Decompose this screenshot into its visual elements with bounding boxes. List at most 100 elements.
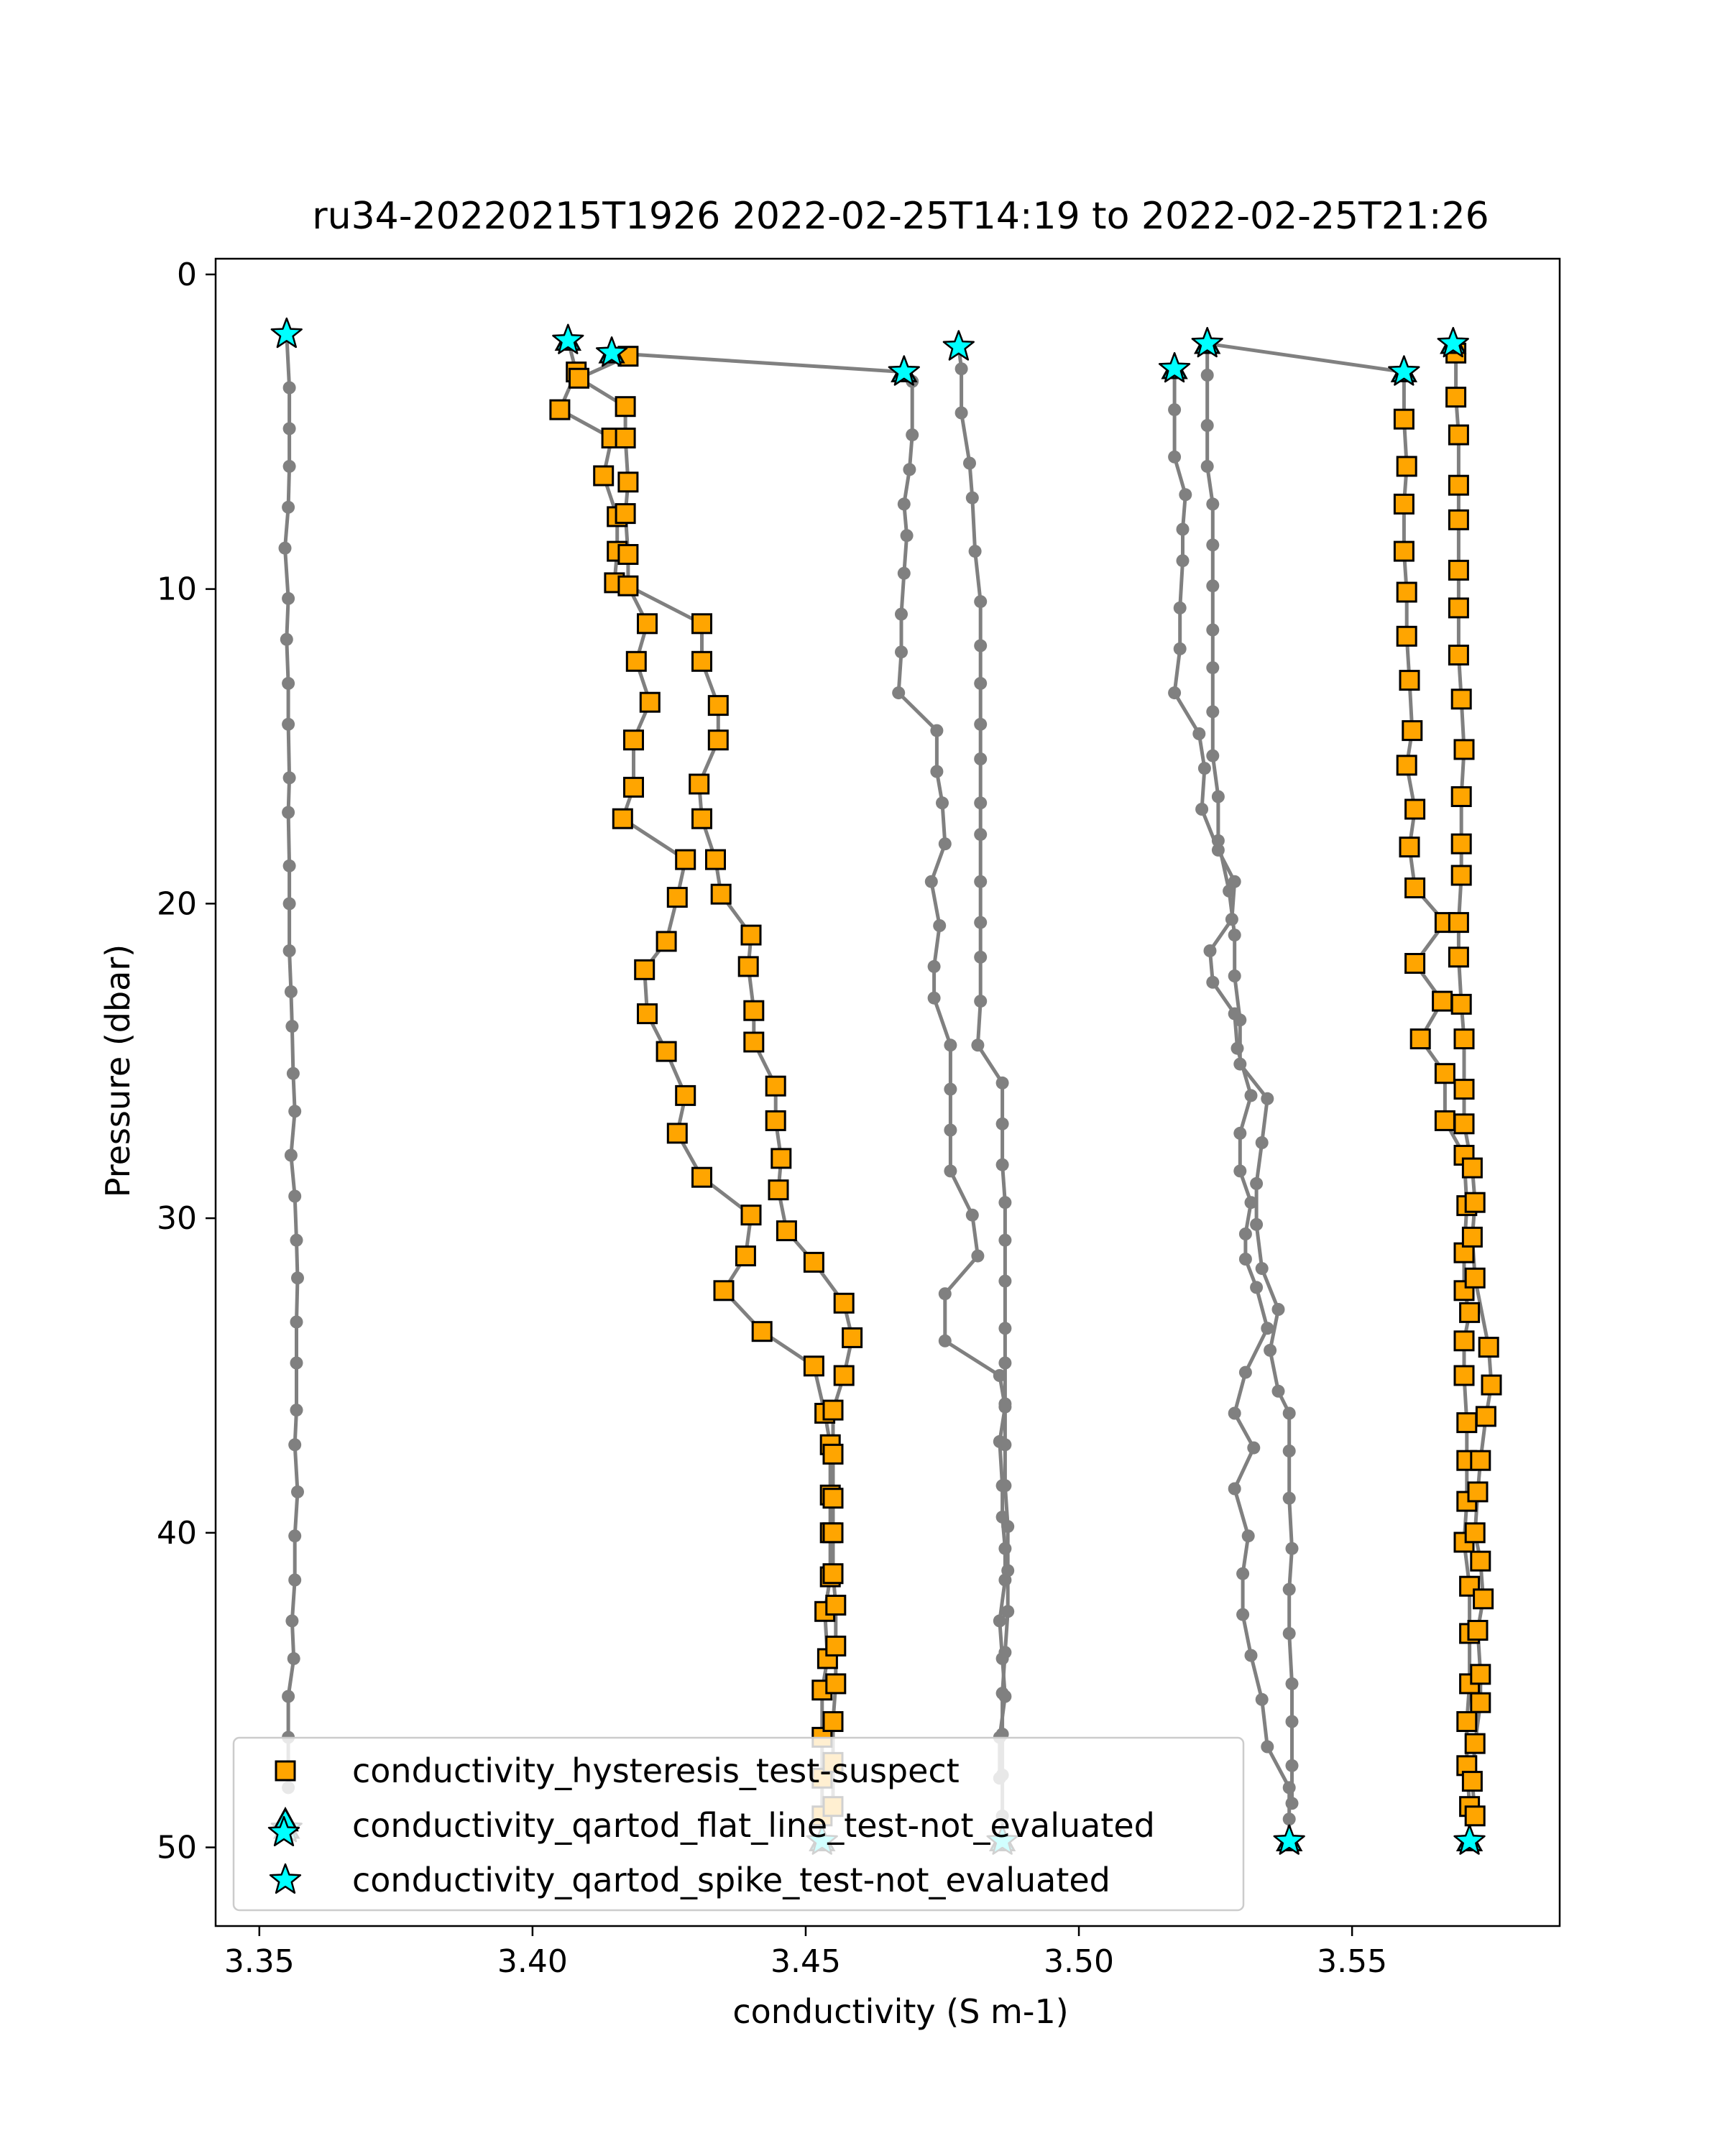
profile-point [282,859,296,872]
spike-not-evaluated-marker [1273,1824,1305,1855]
profile-point [1271,1303,1285,1316]
profile-point [288,1189,302,1203]
hysteresis-suspect-marker [1453,1028,1475,1050]
hysteresis-suspect-marker [1461,1226,1483,1248]
profile-point [1228,875,1241,888]
legend-marker-square [275,1760,296,1782]
x-axis-label: conductivity (S m-1) [732,1992,1068,2031]
profile-point [282,1690,295,1703]
hysteresis-suspect-marker [1467,1620,1489,1641]
profile-point [1233,1164,1247,1178]
profile-point [282,676,295,690]
profile-point [282,422,296,436]
profile-point [1285,1542,1299,1555]
hysteresis-suspect-marker [740,1204,762,1226]
hysteresis-suspect-marker [822,1563,844,1585]
hysteresis-suspect-marker [666,887,688,908]
profile-point [944,1038,957,1052]
hysteresis-suspect-marker [1450,833,1472,854]
hysteresis-suspect-marker [1473,1588,1494,1610]
profile-point [280,632,293,646]
profile-point [1238,1365,1252,1379]
profile-point [944,1082,957,1096]
profile-point [1176,522,1190,536]
spike-not-evaluated-marker [1158,351,1191,383]
hysteresis-suspect-marker [713,1280,735,1302]
profile-point [903,463,916,476]
profile-point [1264,1343,1277,1357]
profile-point [974,828,988,842]
legend-entry-label: conductivity_qartod_spike_test-not_evalu… [352,1861,1110,1899]
hysteresis-suspect-marker [1464,1267,1486,1289]
profile-point [282,806,295,819]
profile-point [974,676,988,690]
spike-not-evaluated-marker [270,317,303,349]
hysteresis-suspect-marker [707,729,729,751]
profile-point [1228,929,1241,942]
hysteresis-suspect-marker [822,1399,844,1421]
profile-point [1173,642,1187,655]
profile-point [1192,727,1206,740]
hysteresis-suspect-marker [822,1488,844,1509]
hysteresis-suspect-marker [751,1321,773,1342]
profile-point [1206,661,1220,675]
legend-marker-star [269,1863,302,1894]
profile-point [1244,1196,1258,1210]
profile-point [1282,1583,1296,1596]
profile-point [1261,1322,1274,1335]
hysteresis-suspect-marker [1456,1412,1478,1434]
hysteresis-suspect-marker [1470,1692,1491,1713]
profile-point [1179,488,1192,502]
spike-not-evaluated-marker [1437,326,1469,358]
hysteresis-suspect-marker [656,931,677,952]
profile-point [974,595,988,609]
hysteresis-suspect-marker [615,396,636,418]
profile-point [282,381,296,395]
profile-point [1211,790,1225,803]
profile-point [933,919,947,932]
profile-point [282,897,296,911]
profile-point [1236,1567,1250,1580]
profile-point [938,837,952,851]
hysteresis-suspect-marker [675,849,696,870]
profile-point [954,362,968,376]
hysteresis-suspect-marker [825,1673,847,1695]
profile-point [1001,1605,1015,1618]
profile-point [1236,1608,1250,1621]
hysteresis-suspect-marker [822,1522,844,1544]
profile-point [1200,459,1214,473]
profile-point [1211,834,1225,847]
profile-point [965,491,979,505]
profile-point [998,1356,1012,1370]
profile-point [1173,601,1187,614]
hysteresis-suspect-marker [1396,755,1417,776]
hysteresis-suspect-marker [705,849,726,870]
profile-point [1255,1262,1269,1276]
hysteresis-suspect-marker [1434,1110,1455,1131]
profile-point [1168,686,1182,700]
profile-point [1261,1740,1274,1754]
plot-frame [214,257,1561,1927]
hysteresis-suspect-marker [1409,1028,1431,1050]
profile-point [965,1208,979,1222]
profile-point [998,1438,1012,1452]
hysteresis-suspect-marker [675,1084,696,1106]
profile-point [288,1438,302,1452]
profile-point [1228,969,1241,982]
profile-point [895,607,908,621]
profile-point [974,752,988,765]
x-tick-label: 3.50 [1044,1943,1114,1980]
profile-point [282,591,295,605]
profile-point [998,1397,1012,1411]
hysteresis-suspect-marker [1450,993,1472,1015]
hysteresis-suspect-marker [691,808,712,829]
profile-point [924,875,938,888]
profile-point [998,1479,1012,1493]
legend-marker-flat-line-overlap [267,1815,300,1847]
profile-point [282,771,296,785]
profile-point [974,950,988,964]
hysteresis-suspect-marker [617,471,639,493]
profile-point [1238,1253,1252,1266]
hysteresis-suspect-marker [765,1110,786,1131]
x-tick-label: 3.45 [770,1943,841,1980]
